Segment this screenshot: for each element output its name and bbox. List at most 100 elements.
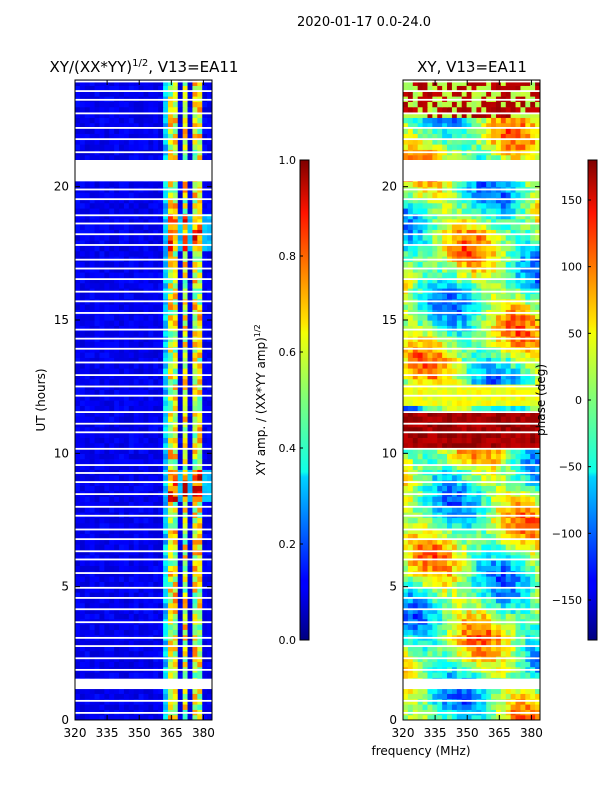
heatmap-cell	[167, 661, 174, 668]
heatmap-row	[75, 602, 212, 609]
heatmap-cell	[138, 314, 145, 321]
heatmap-cell	[109, 245, 115, 252]
heatmap-cell	[133, 144, 140, 150]
heatmap-cell	[466, 506, 473, 513]
heatmap-cell	[207, 394, 212, 401]
heatmap-row	[75, 250, 212, 257]
heatmap-cell	[79, 144, 86, 150]
heatmap-cell	[75, 629, 81, 636]
heatmap-cell	[79, 613, 86, 620]
heatmap-cell	[99, 80, 105, 86]
heatmap-cell	[158, 688, 164, 694]
heatmap-cell	[109, 138, 115, 145]
heatmap-cell	[158, 128, 164, 134]
heatmap-row	[75, 208, 212, 214]
heatmap-cell	[158, 234, 164, 241]
heatmap-cell	[109, 250, 115, 257]
heatmap-cell	[133, 688, 140, 694]
heatmap-cell	[148, 442, 154, 449]
flagged-row	[75, 608, 212, 611]
heatmap-cell	[403, 554, 409, 561]
heatmap-cell	[79, 192, 86, 198]
heatmap-cell	[99, 240, 105, 246]
heatmap-cell	[104, 208, 110, 214]
flagged-row	[75, 328, 212, 331]
heatmap-cell	[422, 528, 429, 534]
heatmap-cell	[109, 224, 115, 230]
heatmap-cell	[114, 330, 120, 337]
heatmap-cell	[94, 597, 101, 604]
heatmap-cell	[500, 576, 507, 582]
heatmap-cell	[128, 213, 135, 220]
heatmap-cell	[138, 528, 145, 534]
heatmap-cell	[197, 544, 203, 550]
heatmap-cell	[182, 85, 189, 92]
heatmap-cell	[495, 576, 502, 582]
heatmap-cell	[148, 245, 154, 252]
heatmap-cell	[119, 442, 125, 449]
heatmap-cell	[202, 448, 208, 454]
heatmap-cell	[123, 229, 130, 236]
heatmap-cell	[153, 341, 159, 348]
heatmap-cell	[128, 250, 135, 257]
heatmap-cell	[163, 106, 169, 113]
heatmap-cell	[153, 202, 159, 209]
heatmap-cell	[510, 624, 517, 630]
heatmap-cell	[182, 688, 189, 694]
heatmap-cell	[172, 496, 179, 502]
heatmap-cell	[99, 320, 105, 326]
heatmap-cell	[153, 112, 159, 118]
heatmap-cell	[123, 485, 130, 492]
heatmap-cell	[456, 688, 463, 694]
heatmap-cell	[427, 464, 433, 470]
heatmap-cell	[481, 586, 487, 593]
heatmap-cell	[167, 693, 174, 700]
heatmap-cell	[182, 506, 189, 513]
heatmap-cell	[535, 672, 540, 678]
heatmap-cell	[148, 293, 154, 300]
heatmap-cell	[84, 544, 91, 550]
heatmap-cell	[148, 341, 154, 348]
heatmap-cell	[525, 661, 531, 668]
heatmap-cell	[75, 240, 81, 246]
heatmap-cell	[172, 586, 179, 593]
heatmap-cell	[197, 714, 203, 720]
heatmap-cell	[207, 453, 212, 460]
heatmap-cell	[119, 640, 125, 646]
heatmap-cell	[114, 538, 120, 545]
heatmap-cell	[451, 672, 458, 678]
heatmap-cell	[187, 261, 194, 268]
heatmap-cell	[197, 608, 203, 614]
heatmap-cell	[500, 688, 507, 694]
heatmap-cell	[148, 117, 154, 124]
heatmap-cell	[471, 474, 477, 481]
flagged-row	[75, 80, 212, 83]
heatmap-row	[75, 410, 212, 417]
heatmap-cell	[99, 688, 105, 694]
left-colorbar-label: XY amp. / (XX*YY amp)1/2	[253, 324, 268, 475]
heatmap-cell	[447, 629, 453, 636]
heatmap-cell	[172, 282, 179, 289]
heatmap-cell	[172, 533, 179, 540]
heatmap-cell	[471, 672, 477, 678]
heatmap-cell	[99, 442, 105, 449]
heatmap-cell	[207, 85, 212, 92]
heatmap-cell	[172, 133, 179, 140]
heatmap-cell	[153, 80, 159, 86]
heatmap-cell	[128, 688, 135, 694]
heatmap-cell	[202, 218, 208, 225]
heatmap-cell	[138, 672, 145, 678]
heatmap-cell	[520, 714, 526, 720]
heatmap-cell	[437, 645, 443, 652]
heatmap-row	[403, 464, 540, 470]
heatmap-cell	[109, 608, 115, 614]
heatmap-cell	[128, 426, 135, 433]
heatmap-cell	[163, 373, 169, 380]
heatmap-cell	[187, 410, 194, 417]
heatmap-cell	[466, 650, 473, 657]
heatmap-cell	[148, 688, 154, 694]
heatmap-cell	[138, 410, 145, 417]
heatmap-row	[403, 640, 540, 646]
heatmap-cell	[138, 453, 145, 460]
heatmap-cell	[79, 506, 86, 513]
